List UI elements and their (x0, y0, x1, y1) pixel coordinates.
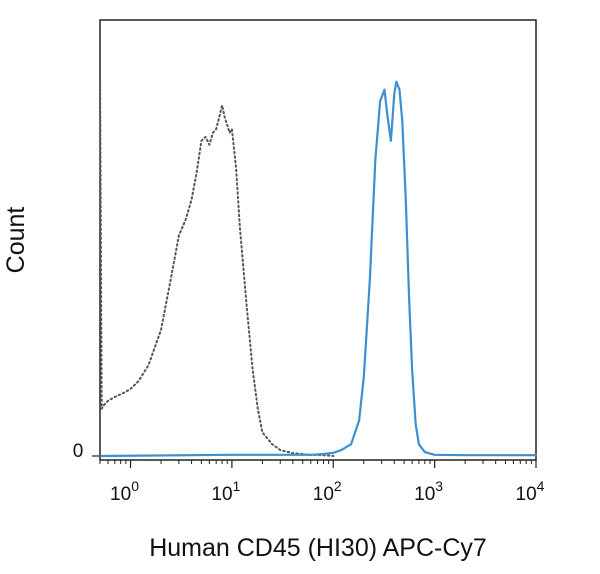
x-tick-label: 104 (516, 478, 545, 505)
y-tick-label: 0 (73, 441, 84, 462)
solid-series-line (98, 80, 538, 458)
x-tick-label-base: 10 (211, 484, 232, 505)
series-layer (98, 61, 538, 458)
x-tick-label: 103 (414, 478, 443, 505)
x-tick-label: 101 (211, 478, 240, 505)
dotted-series-line (99, 61, 335, 457)
x-tick-label-exponent: 3 (435, 478, 443, 494)
x-tick-label-base: 10 (516, 484, 537, 505)
plot-frame (99, 19, 537, 461)
x-tick-label-base: 10 (313, 484, 334, 505)
x-tick-label-exponent: 4 (537, 478, 545, 494)
x-tick-label-exponent: 2 (334, 478, 342, 494)
x-tick-label-base: 10 (110, 484, 131, 505)
x-tick-label: 100 (110, 478, 139, 505)
x-tick-label-exponent: 0 (131, 478, 139, 494)
y-axis-label: Count (2, 207, 30, 274)
x-tick-label: 102 (313, 478, 342, 505)
x-tick-label-base: 10 (414, 484, 435, 505)
x-tick-label-exponent: 1 (233, 478, 241, 494)
x-axis-label: Human CD45 (HI30) APC-Cy7 (149, 534, 487, 562)
